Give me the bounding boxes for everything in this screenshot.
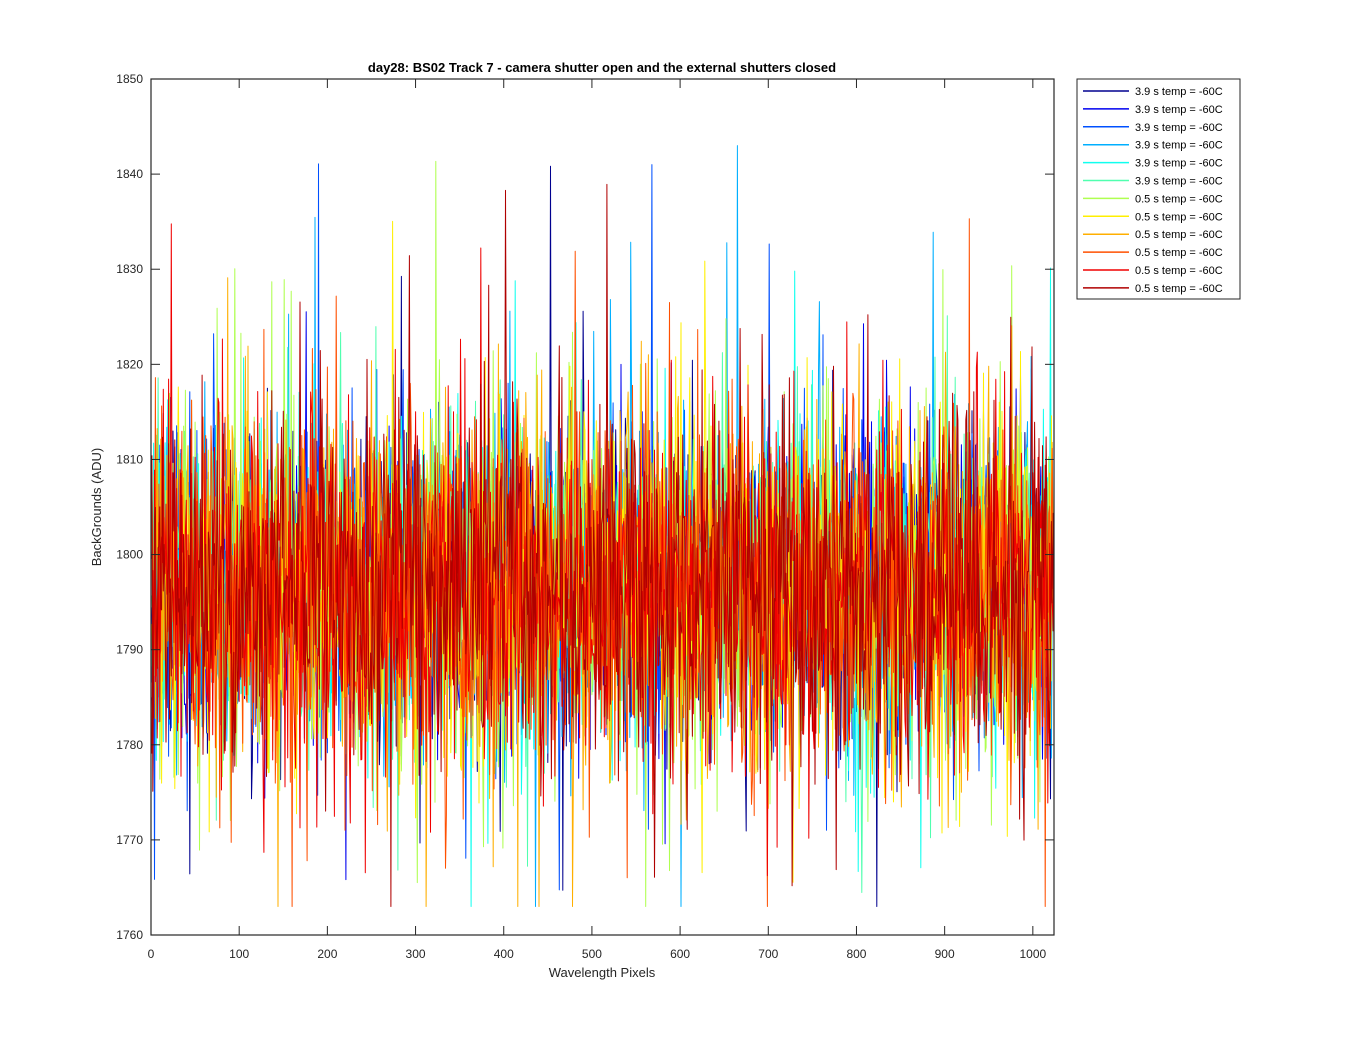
series-line-12: [151, 183, 1054, 907]
legend-label: 3.9 s temp = -60C: [1135, 86, 1223, 98]
y-tick-label: 1770: [116, 833, 143, 847]
x-axis: 0 100 200 300 400 500 600 700 800 900 1000: [148, 79, 1047, 961]
x-tick-label: 1000: [1019, 947, 1046, 961]
legend-label: 3.9 s temp = -60C: [1135, 104, 1223, 116]
legend-label: 0.5 s temp = -60C: [1135, 247, 1223, 259]
legend-box: [1076, 78, 1241, 300]
x-tick-label: 500: [582, 947, 602, 961]
legend-label: 0.5 s temp = -60C: [1135, 283, 1223, 295]
y-tick-label: 1790: [116, 643, 143, 657]
y-tick-label: 1850: [116, 72, 143, 86]
legend-entries: 3.9 s temp = -60C 3.9 s temp = -60C 3.9 s …: [1083, 86, 1223, 295]
x-tick-label: 300: [406, 947, 426, 961]
y-axis: 1760 1770 1780 1790 1800 1810 1820 1830 1840 1850: [116, 72, 1054, 942]
y-tick-label: 1830: [116, 262, 143, 276]
legend-label: 0.5 s temp = -60C: [1135, 193, 1223, 205]
legend: 3.9 s temp = -60C 3.9 s temp = -60C 3.9 s …: [1076, 78, 1241, 300]
x-tick-label: 700: [758, 947, 778, 961]
legend-label: 0.5 s temp = -60C: [1135, 211, 1223, 223]
y-tick-label: 1820: [116, 357, 143, 371]
legend-label: 0.5 s temp = -60C: [1135, 229, 1223, 241]
y-tick-label: 1760: [116, 928, 143, 942]
plot-area: 0 100 200 300 400 500 600 700 800 900 1000 1760 177…: [116, 72, 1055, 961]
x-tick-label: 200: [317, 947, 337, 961]
legend-label: 0.5 s temp = -60C: [1135, 265, 1223, 277]
x-tick-label: 0: [148, 947, 155, 961]
y-tick-label: 1800: [116, 548, 143, 562]
series-line-11: [151, 223, 1054, 877]
legend-label: 3.9 s temp = -60C: [1135, 176, 1223, 188]
x-tick-label: 900: [935, 947, 955, 961]
x-tick-label: 600: [670, 947, 690, 961]
y-tick-label: 1840: [116, 167, 143, 181]
legend-label: 3.9 s temp = -60C: [1135, 158, 1223, 170]
chart-title: day28: BS02 Track 7 - camera shutter ope…: [368, 60, 836, 75]
x-tick-label: 100: [229, 947, 249, 961]
x-axis-label: Wavelength Pixels: [549, 965, 656, 980]
y-tick-label: 1780: [116, 738, 143, 752]
x-tick-label: 400: [494, 947, 514, 961]
legend-label: 3.9 s temp = -60C: [1135, 140, 1223, 152]
y-axis-label: BackGrounds (ADU): [89, 448, 104, 566]
legend-label: 3.9 s temp = -60C: [1135, 122, 1223, 134]
y-tick-label: 1810: [116, 452, 143, 466]
plot-frame: [150, 78, 1055, 936]
series-group: [151, 145, 1054, 907]
x-tick-label: 800: [846, 947, 866, 961]
